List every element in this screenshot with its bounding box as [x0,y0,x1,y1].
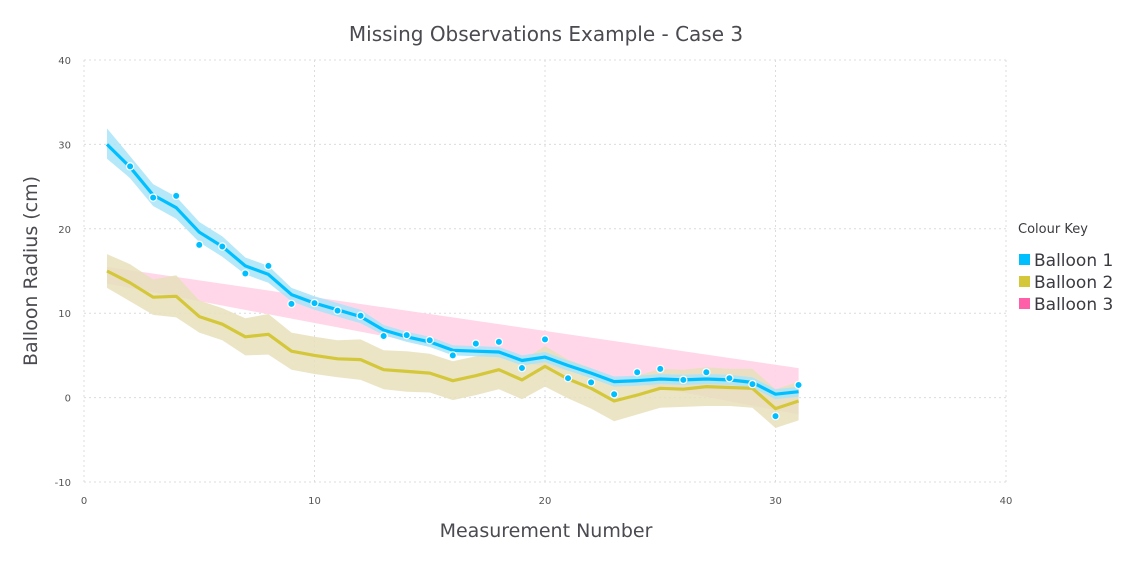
grid [83,59,1007,483]
tick-labels: -10 0 10 20 30 40 0 10 20 30 40 [55,56,1013,507]
observation-points [125,162,803,421]
balloon-1-observation [771,411,780,421]
balloon-1-observation [471,339,481,348]
y-tick-label: 10 [58,309,71,320]
balloon-1-observation [725,373,734,383]
y-tick-label: 40 [58,56,71,67]
balloon-1-observation [656,364,665,374]
y-tick-label: 0 [65,394,71,405]
x-tick-label: 40 [1000,496,1013,507]
balloon-3-legend-label: Balloon 3 [1034,295,1113,315]
balloon-1-observation [540,335,550,344]
balloon-1-observation [195,240,204,250]
y-tick-label: 30 [58,140,71,151]
confidence-bands [107,128,799,428]
balloon-2-line [106,269,800,411]
y-axis-label: Balloon Radius (cm) [20,176,42,366]
balloon-1-observation [609,390,619,399]
balloon-1-legend-swatch [1019,254,1030,265]
balloon-1-observation [702,368,711,377]
legend-title: Colour Key [1018,222,1088,237]
balloon-1-observation [379,331,388,341]
balloon-1-observation [633,368,642,377]
chart-title: Missing Observations Example - Case 3 [349,22,743,46]
balloon-1-observation [586,378,596,387]
balloon-1-observation [748,379,757,389]
balloon-1-observation [517,363,527,373]
balloon-1-observation [171,191,181,201]
balloon-1-observation [494,337,504,347]
balloon-1-observation [333,306,342,315]
balloon-1-observation [218,242,227,251]
balloon-2-legend-label: Balloon 2 [1034,273,1113,293]
balloon-1-observation [794,380,803,390]
balloon-1-observation [310,298,319,308]
balloon-1-observation [241,269,250,278]
x-tick-label: 0 [81,496,87,507]
x-tick-label: 10 [308,496,321,507]
x-axis-label: Measurement Number [440,520,653,542]
balloon-1-observation [148,193,158,202]
balloon-1-observation [402,330,411,340]
balloon-1-observation [448,351,457,360]
balloon-1-observation [287,299,296,309]
y-tick-label: 20 [58,225,71,236]
balloon-3-legend-swatch [1019,298,1030,309]
y-tick-label: -10 [55,478,71,489]
balloon-2-legend-swatch [1019,276,1030,287]
balloon-1-observation [125,162,135,171]
balloon-1-observation [425,336,434,345]
balloon-1-observation [563,373,573,383]
balloon-1-observation [356,311,365,320]
balloon-1-observation [679,375,688,385]
balloon-1-legend-label: Balloon 1 [1034,251,1113,271]
balloon-1-observation [264,261,273,271]
x-tick-label: 20 [539,496,552,507]
x-tick-label: 30 [769,496,782,507]
